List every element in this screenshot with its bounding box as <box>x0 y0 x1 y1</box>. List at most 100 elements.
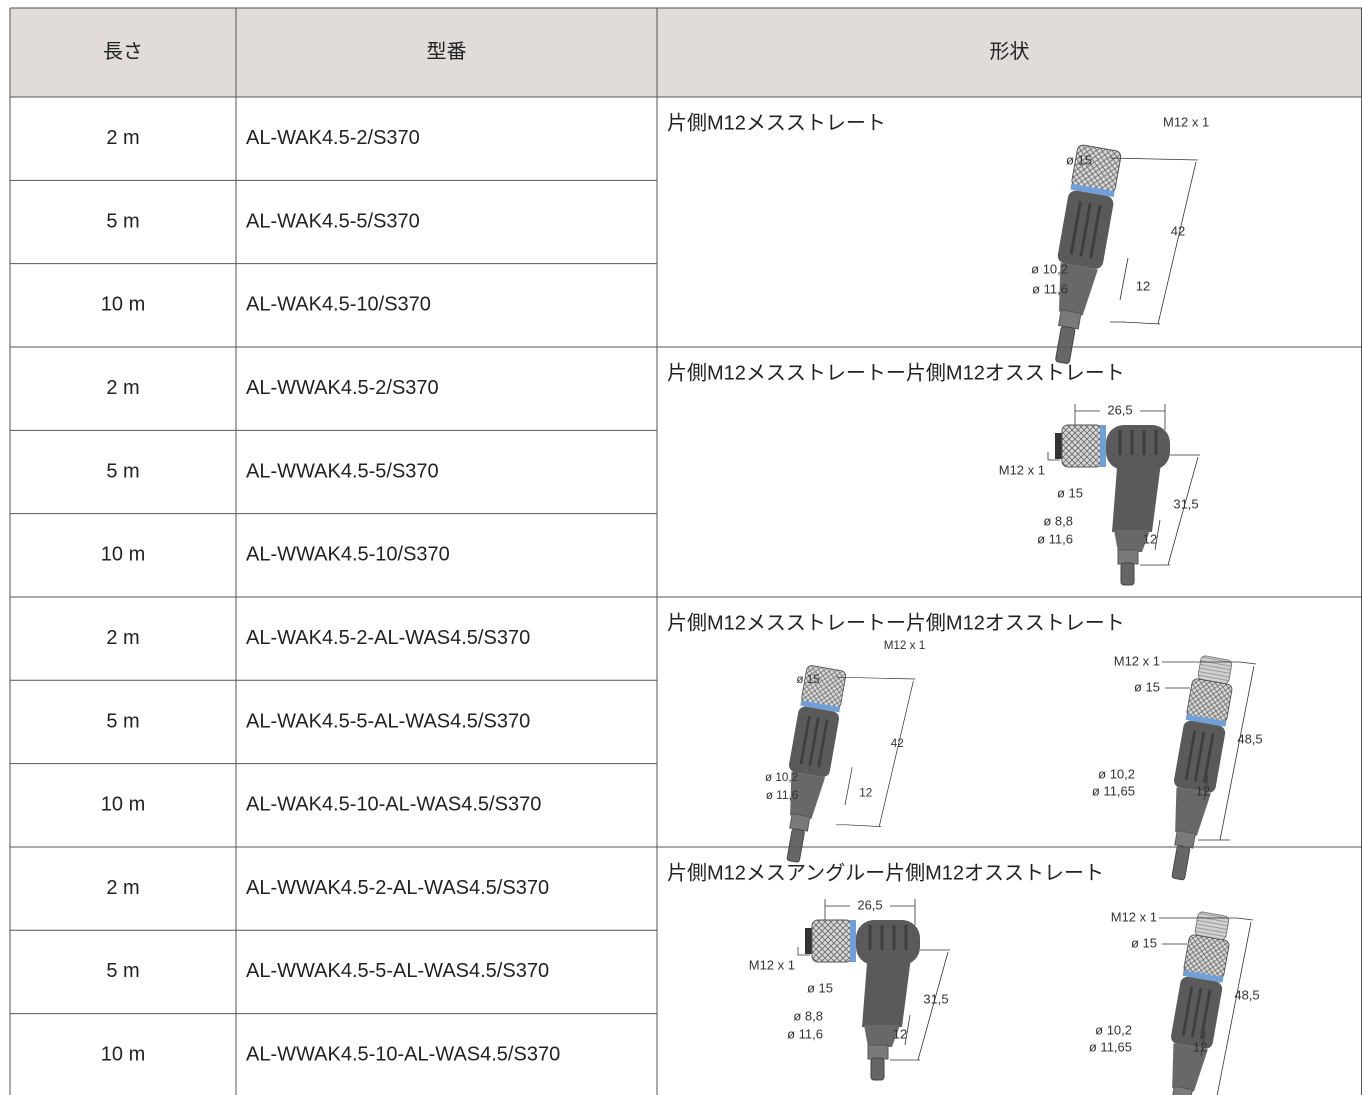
length-cell: 2 m <box>106 627 139 649</box>
cable <box>870 1057 885 1081</box>
header-cell: 長さ <box>103 41 143 63</box>
leg-body <box>862 950 912 1027</box>
dimension-label: 48,5 <box>1234 987 1259 1002</box>
model-cell: AL-WWAK4.5-10-AL-WAS4.5/S370 <box>246 1044 560 1066</box>
dimension-label: 42 <box>891 737 904 750</box>
grip-groove <box>1193 732 1206 782</box>
dimension-line <box>1109 157 1199 325</box>
dimension-label: M12 x 1 <box>1114 653 1160 668</box>
shape-title: 片側M12メスストレートー片側M12オスストレート <box>667 611 1125 634</box>
cable <box>786 828 805 863</box>
length-cell: 5 m <box>106 460 139 482</box>
color-band <box>850 920 856 962</box>
dimension-label: M12 x 1 <box>749 957 795 972</box>
dimension-label: M12 x 1 <box>1163 114 1209 129</box>
dimension-label: ø 15 <box>1066 152 1092 167</box>
header-background <box>10 8 1362 97</box>
model-cell: AL-WAK4.5-10-AL-WAS4.5/S370 <box>246 794 541 816</box>
dimension-label: 26,5 <box>857 897 882 912</box>
grip-body <box>856 920 920 965</box>
dimension-label: ø 15 <box>1057 485 1083 500</box>
grip-groove <box>799 716 811 765</box>
dimension-label: ø 10,2 <box>1095 1022 1132 1037</box>
dimension-label: 31,5 <box>1173 496 1198 511</box>
grip-groove <box>1190 988 1203 1038</box>
connector <box>1171 911 1230 1095</box>
header-cell: 型番 <box>427 40 467 63</box>
coupling-nut <box>1061 424 1103 468</box>
dimension-label: ø 11,65 <box>1089 1039 1132 1054</box>
length-cell: 10 m <box>101 794 145 816</box>
model-cell: AL-WAK4.5-2/S370 <box>246 127 420 149</box>
dimension-label: 12 <box>1193 1039 1207 1054</box>
header-cell: 形状 <box>990 40 1030 63</box>
dimension-label: ø 10,2 <box>1098 766 1135 781</box>
length-cell: 5 m <box>106 710 139 732</box>
grip-groove <box>1202 733 1215 784</box>
model-cell: AL-WAK4.5-5-AL-WAS4.5/S370 <box>246 710 530 732</box>
dimension-label: ø 15 <box>807 980 833 995</box>
dimension-label: 12 <box>859 786 872 799</box>
grip-groove <box>1199 989 1212 1040</box>
dimension-line <box>1047 404 1200 566</box>
dimension-label: M12 x 1 <box>884 639 926 652</box>
strain-ring <box>867 1044 889 1060</box>
dimension-label: ø 15 <box>1134 679 1160 694</box>
shape-title: 片側M12メスストレートー片側M12オスストレート <box>667 361 1125 384</box>
coupling-nut <box>811 919 853 963</box>
grip-groove <box>1089 204 1102 259</box>
grip-groove <box>1079 202 1092 257</box>
length-cell: 10 m <box>101 1044 145 1066</box>
dimension-label: ø 11,65 <box>1092 783 1135 798</box>
length-cell: 5 m <box>106 210 139 232</box>
grip-body <box>1106 425 1170 470</box>
dimension-line <box>797 899 950 1061</box>
connector-drawing: M12 x 1 ø 15 42 ø 10,2 ø 11,6 12 <box>1031 114 1209 364</box>
body-taper <box>790 771 826 819</box>
connector-drawing: M12 x 1 ø 15 42 ø 10,2 ø 11,6 12 <box>765 639 926 863</box>
dimension-label: 31,5 <box>923 991 948 1006</box>
cable <box>1171 845 1191 881</box>
grip-groove <box>808 717 820 766</box>
body-taper <box>1114 530 1150 552</box>
dimension-label: ø 10,2 <box>765 771 798 784</box>
shape-title: 片側M12メスストレート <box>667 111 886 134</box>
model-cell: AL-WWAK4.5-2/S370 <box>246 377 439 399</box>
dimension-label: 26,5 <box>1107 402 1132 417</box>
dimension-line <box>835 676 916 827</box>
dimension-line <box>1159 917 1254 1095</box>
dimension-label: ø 11,6 <box>1037 531 1073 546</box>
connector <box>1171 655 1233 881</box>
dimension-line <box>1162 661 1257 841</box>
grip-groove <box>1181 986 1194 1036</box>
dimension-label: ø 15 <box>796 673 820 686</box>
body-taper <box>1059 262 1098 316</box>
dimension-label: ø 11,6 <box>787 1026 823 1041</box>
model-cell: AL-WAK4.5-10/S370 <box>246 294 431 316</box>
model-cell: AL-WWAK4.5-5/S370 <box>246 460 439 482</box>
color-band <box>800 700 841 713</box>
model-cell: AL-WWAK4.5-5-AL-WAS4.5/S370 <box>246 960 549 982</box>
dimension-label: ø 11,6 <box>766 789 798 802</box>
grip-groove <box>1069 201 1082 255</box>
dimension-label: 12 <box>1143 531 1157 546</box>
contact-face <box>1055 433 1064 459</box>
strain-ring <box>1174 829 1196 849</box>
connector <box>786 665 847 863</box>
connector <box>1055 144 1122 364</box>
dimension-label: 48,5 <box>1237 731 1262 746</box>
leg-body <box>1112 455 1162 532</box>
model-cell: AL-WAK4.5-5/S370 <box>246 210 420 232</box>
color-band <box>1182 970 1224 983</box>
strain-ring <box>1117 549 1139 565</box>
body-taper <box>1175 787 1211 836</box>
connector-drawing: M12 x 1 ø 15 48,5 ø 10,2 ø 11,65 12 <box>1092 653 1263 881</box>
length-cell: 10 m <box>101 294 145 316</box>
contact-face <box>805 928 814 954</box>
dimension-label: ø 11,6 <box>1032 281 1068 296</box>
dimension-label: 12 <box>893 1026 907 1041</box>
shape-title: 片側M12メスアングルー片側M12オスストレート <box>667 861 1104 884</box>
color-band <box>1100 425 1106 467</box>
